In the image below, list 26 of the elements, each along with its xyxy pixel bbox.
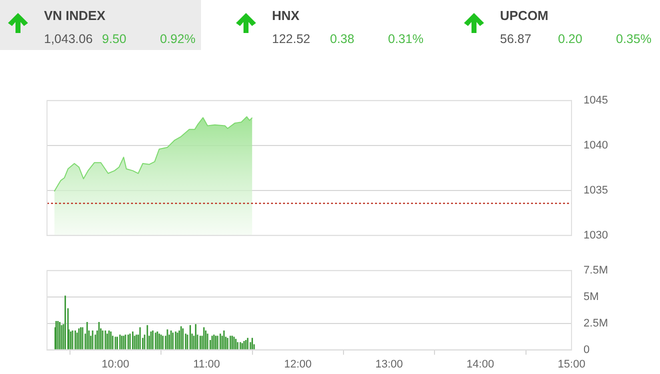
text: 9.50 bbox=[102, 32, 126, 46]
text: 122.52 bbox=[272, 32, 310, 46]
y-tick-label: 7.5M bbox=[584, 264, 608, 277]
text: 0.35% bbox=[616, 32, 652, 46]
y-tick-label: 1035 bbox=[584, 184, 608, 196]
text: 0.38 bbox=[330, 32, 354, 46]
x-tick-label: 12:00 bbox=[284, 358, 312, 370]
text: VN INDEX bbox=[44, 8, 106, 23]
y-tick-label: 1030 bbox=[584, 229, 608, 242]
y-tick-label: 2.5M bbox=[584, 317, 608, 330]
text: 0.20 bbox=[558, 32, 582, 46]
x-tick-label: 11:00 bbox=[193, 358, 220, 370]
y-tick-label: 0 bbox=[584, 344, 590, 356]
text: UPCOM bbox=[500, 8, 548, 23]
text: 0.31% bbox=[388, 32, 424, 46]
y-tick-label: 5M bbox=[584, 291, 599, 304]
x-tick-label: 14:00 bbox=[466, 358, 494, 370]
text: 0.92% bbox=[160, 32, 196, 46]
text: 1,043.06 bbox=[44, 32, 93, 46]
x-tick-label: 10:00 bbox=[102, 358, 130, 370]
y-tick-label: 1045 bbox=[584, 94, 608, 107]
x-tick-label: 15:00 bbox=[558, 358, 586, 370]
y-tick-label: 1040 bbox=[584, 140, 608, 152]
x-tick-label: 13:00 bbox=[375, 358, 403, 370]
text: HNX bbox=[272, 8, 300, 23]
text: 56.87 bbox=[500, 32, 532, 46]
